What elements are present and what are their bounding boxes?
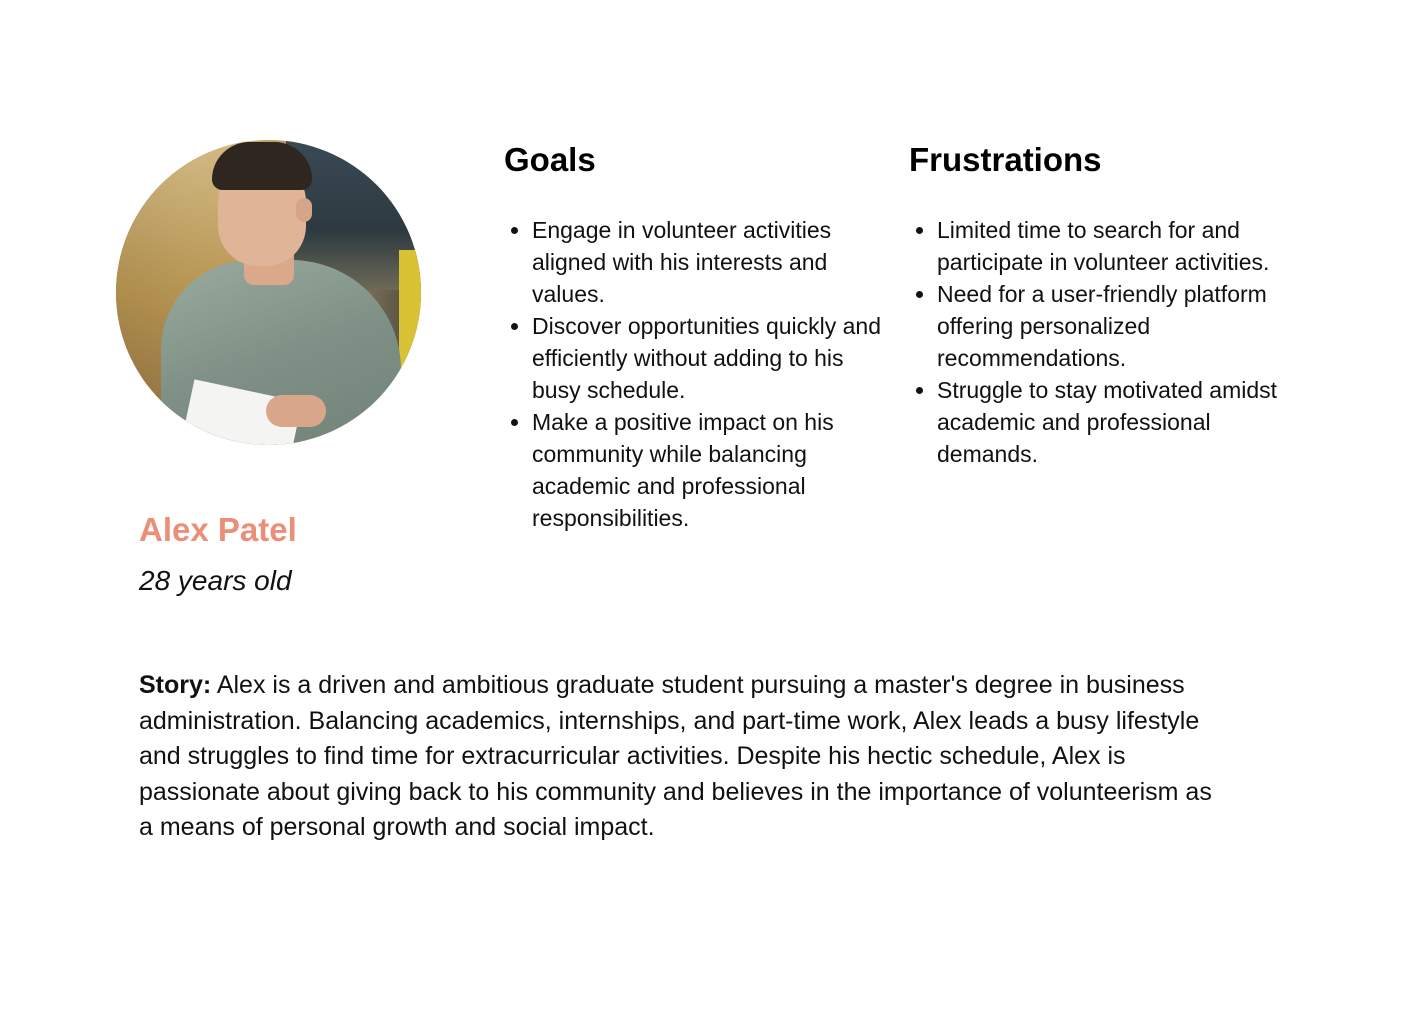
persona-name: Alex Patel — [139, 511, 297, 548]
story-text: Alex is a driven and ambitious graduate … — [139, 671, 1212, 842]
goals-item: Discover opportunities quickly and effic… — [532, 310, 884, 406]
story-paragraph: Story: Alex is a driven and ambitious gr… — [139, 668, 1219, 846]
goals-item: Engage in volunteer activities aligned w… — [532, 214, 884, 310]
goals-section: Goals Engage in volunteer activities ali… — [504, 140, 884, 534]
frustrations-item: Struggle to stay motivated amidst academ… — [937, 374, 1299, 470]
photo-hair — [212, 142, 312, 190]
frustrations-list: Limited time to search for and participa… — [909, 214, 1299, 470]
frustrations-item: Limited time to search for and participa… — [937, 214, 1299, 278]
goals-heading: Goals — [504, 141, 596, 178]
photo-ear — [296, 198, 312, 222]
photo-hand — [266, 395, 326, 427]
frustrations-section: Frustrations Limited time to search for … — [909, 140, 1299, 470]
photo-accent — [399, 250, 421, 440]
frustrations-heading: Frustrations — [909, 141, 1102, 178]
frustrations-item: Need for a user-friendly platform offeri… — [937, 278, 1299, 374]
goals-item: Make a positive impact on his community … — [532, 406, 884, 534]
persona-photo — [116, 140, 421, 445]
persona-age: 28 years old — [139, 565, 292, 596]
goals-list: Engage in volunteer activities aligned w… — [504, 214, 884, 534]
story-label: Story: — [139, 671, 212, 699]
